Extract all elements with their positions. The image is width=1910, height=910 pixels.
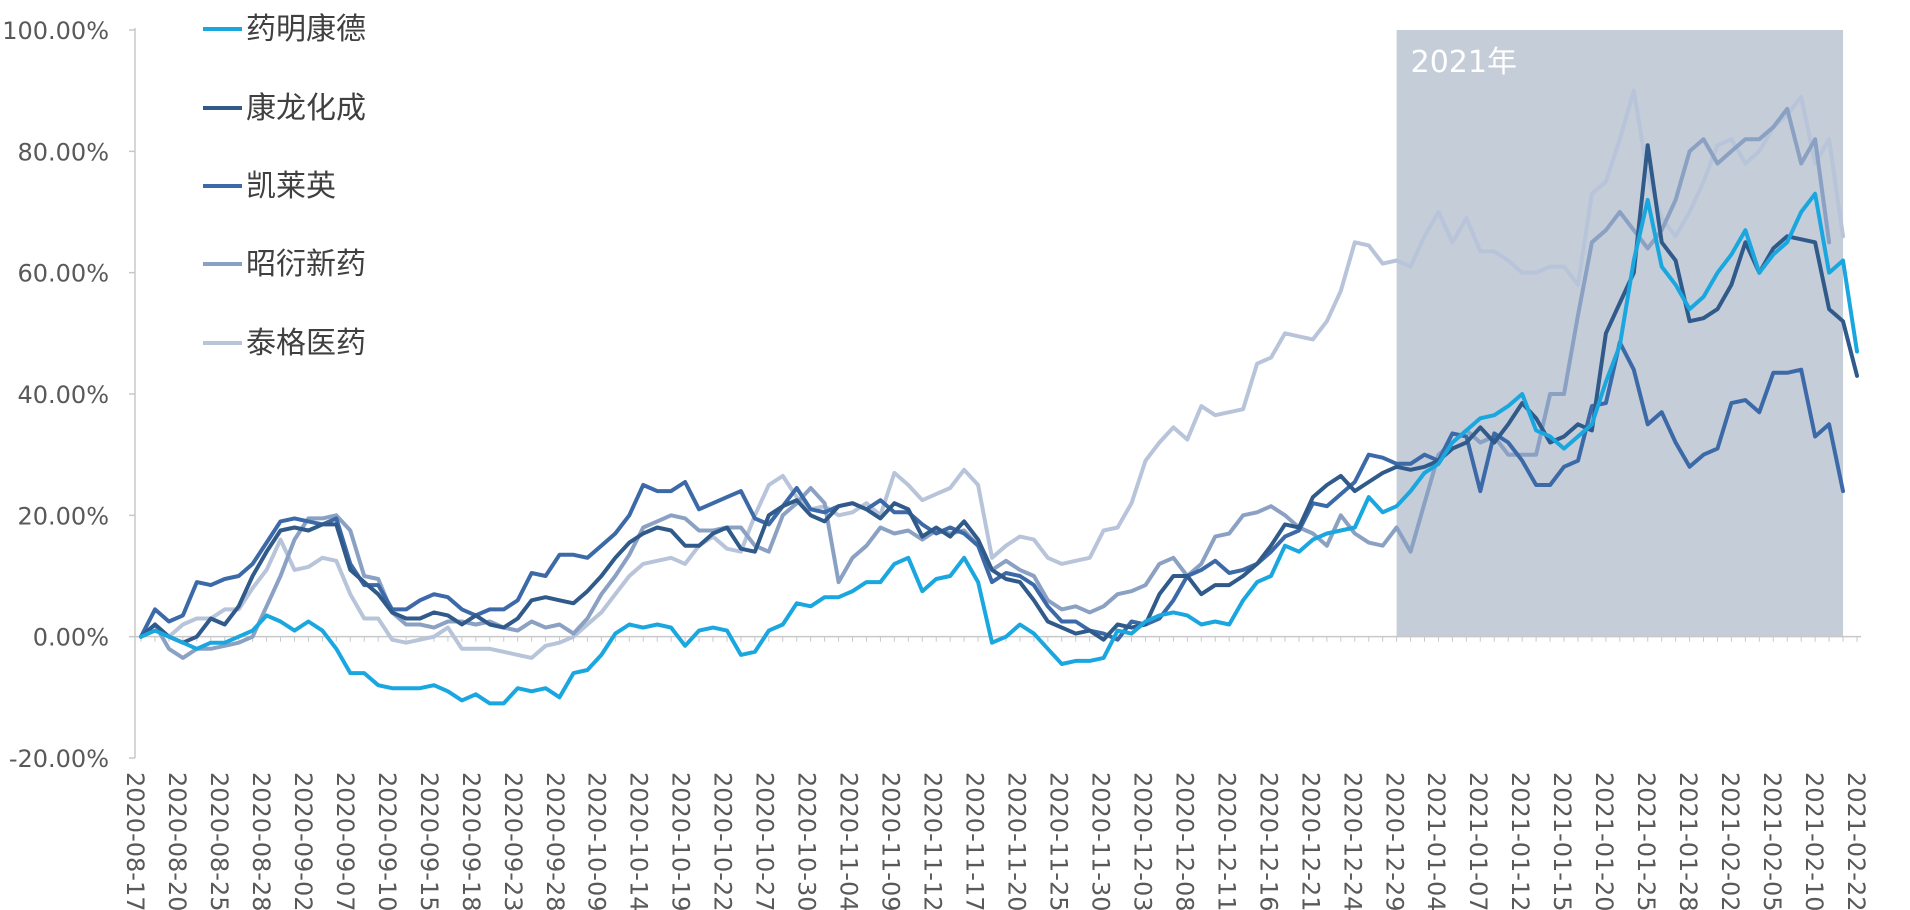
x-tick-label: 2020-09-15 (415, 772, 443, 910)
series-line-0 (139, 191, 1859, 706)
x-tick-label: 2020-12-08 (1170, 772, 1198, 910)
x-tick-label: 2021-02-02 (1716, 772, 1744, 910)
y-tick-label: 20.00% (17, 502, 109, 530)
x-tick-label: 2020-09-02 (289, 772, 317, 910)
chart-axes: -20.00% 0.00% 20.00% 40.00% 60.00% 80.00% 100.… (2, 17, 1870, 910)
x-tick-label: 2020-12-21 (1296, 772, 1324, 910)
series-lines (139, 88, 1859, 706)
x-tick-label: 2020-10-19 (667, 772, 695, 910)
legend-label: 昭衍新药 (246, 247, 366, 282)
x-tick-label: 2021-02-05 (1758, 772, 1786, 910)
series-line-1 (139, 143, 1859, 645)
y-tick-label: 80.00% (17, 138, 109, 166)
y-tick-label: 60.00% (17, 260, 109, 288)
x-tick-label: 2020-11-30 (1086, 772, 1114, 910)
x-tick-label: 2020-10-14 (625, 772, 653, 910)
x-tick-label: 2020-11-17 (961, 772, 989, 910)
x-tick-label: 2021-01-04 (1422, 772, 1450, 910)
x-tick-label: 2020-10-30 (793, 772, 821, 910)
x-tick-label: 2020-11-09 (877, 772, 905, 910)
highlight-label: 2021年 (1411, 45, 1517, 80)
y-tick-label: -20.00% (9, 745, 109, 773)
legend-label: 凯莱英 (246, 169, 336, 204)
x-tick-label: 2020-08-25 (205, 772, 233, 910)
legend-label: 泰格医药 (246, 326, 366, 361)
series-line-2 (139, 340, 1845, 642)
x-tick-label: 2020-09-18 (457, 772, 485, 910)
legend-label: 药明康德 (246, 12, 366, 47)
y-tick-label: 100.00% (2, 17, 109, 45)
x-tick-label: 2021-01-20 (1590, 772, 1618, 910)
x-tick-label: 2021-01-15 (1548, 772, 1576, 910)
x-tick-label: 2020-08-17 (121, 772, 149, 910)
x-tick-label: 2020-10-09 (583, 772, 611, 910)
legend-label: 康龙化成 (246, 91, 366, 126)
x-tick-label: 2020-10-22 (709, 772, 737, 910)
x-tick-label: 2020-09-07 (331, 772, 359, 910)
series-line-4 (139, 88, 1845, 660)
x-tick-label: 2020-10-27 (751, 772, 779, 910)
x-tick-label: 2021-01-07 (1464, 772, 1492, 910)
x-tick-label: 2021-01-12 (1506, 772, 1534, 910)
x-tick-label: 2020-11-12 (919, 772, 947, 910)
x-tick-label: 2021-02-10 (1800, 772, 1828, 910)
x-tick-label: 2020-11-20 (1002, 772, 1030, 910)
x-tick-label: 2021-01-28 (1674, 772, 1702, 910)
x-tick-label: 2020-12-11 (1212, 772, 1240, 910)
x-tick-label: 2020-09-28 (541, 772, 569, 910)
x-tick-label: 2020-11-25 (1044, 772, 1072, 910)
x-tick-label: 2020-08-20 (163, 772, 191, 910)
x-tick-label: 2020-12-24 (1338, 772, 1366, 910)
x-tick-label: 2020-08-28 (247, 772, 275, 910)
x-tick-label: 2020-11-04 (835, 772, 863, 910)
x-tick-label: 2020-09-23 (499, 772, 527, 910)
x-tick-label: 2020-12-16 (1254, 772, 1282, 910)
x-tick-label: 2020-09-10 (373, 772, 401, 910)
x-tick-label: 2020-12-29 (1380, 772, 1408, 910)
x-tick-label: 2020-12-03 (1128, 772, 1156, 910)
x-tick-label: 2021-02-22 (1842, 772, 1870, 910)
y-tick-label: 0.00% (33, 624, 109, 652)
y-tick-label: 40.00% (17, 381, 109, 409)
x-tick-label: 2021-01-25 (1632, 772, 1660, 910)
